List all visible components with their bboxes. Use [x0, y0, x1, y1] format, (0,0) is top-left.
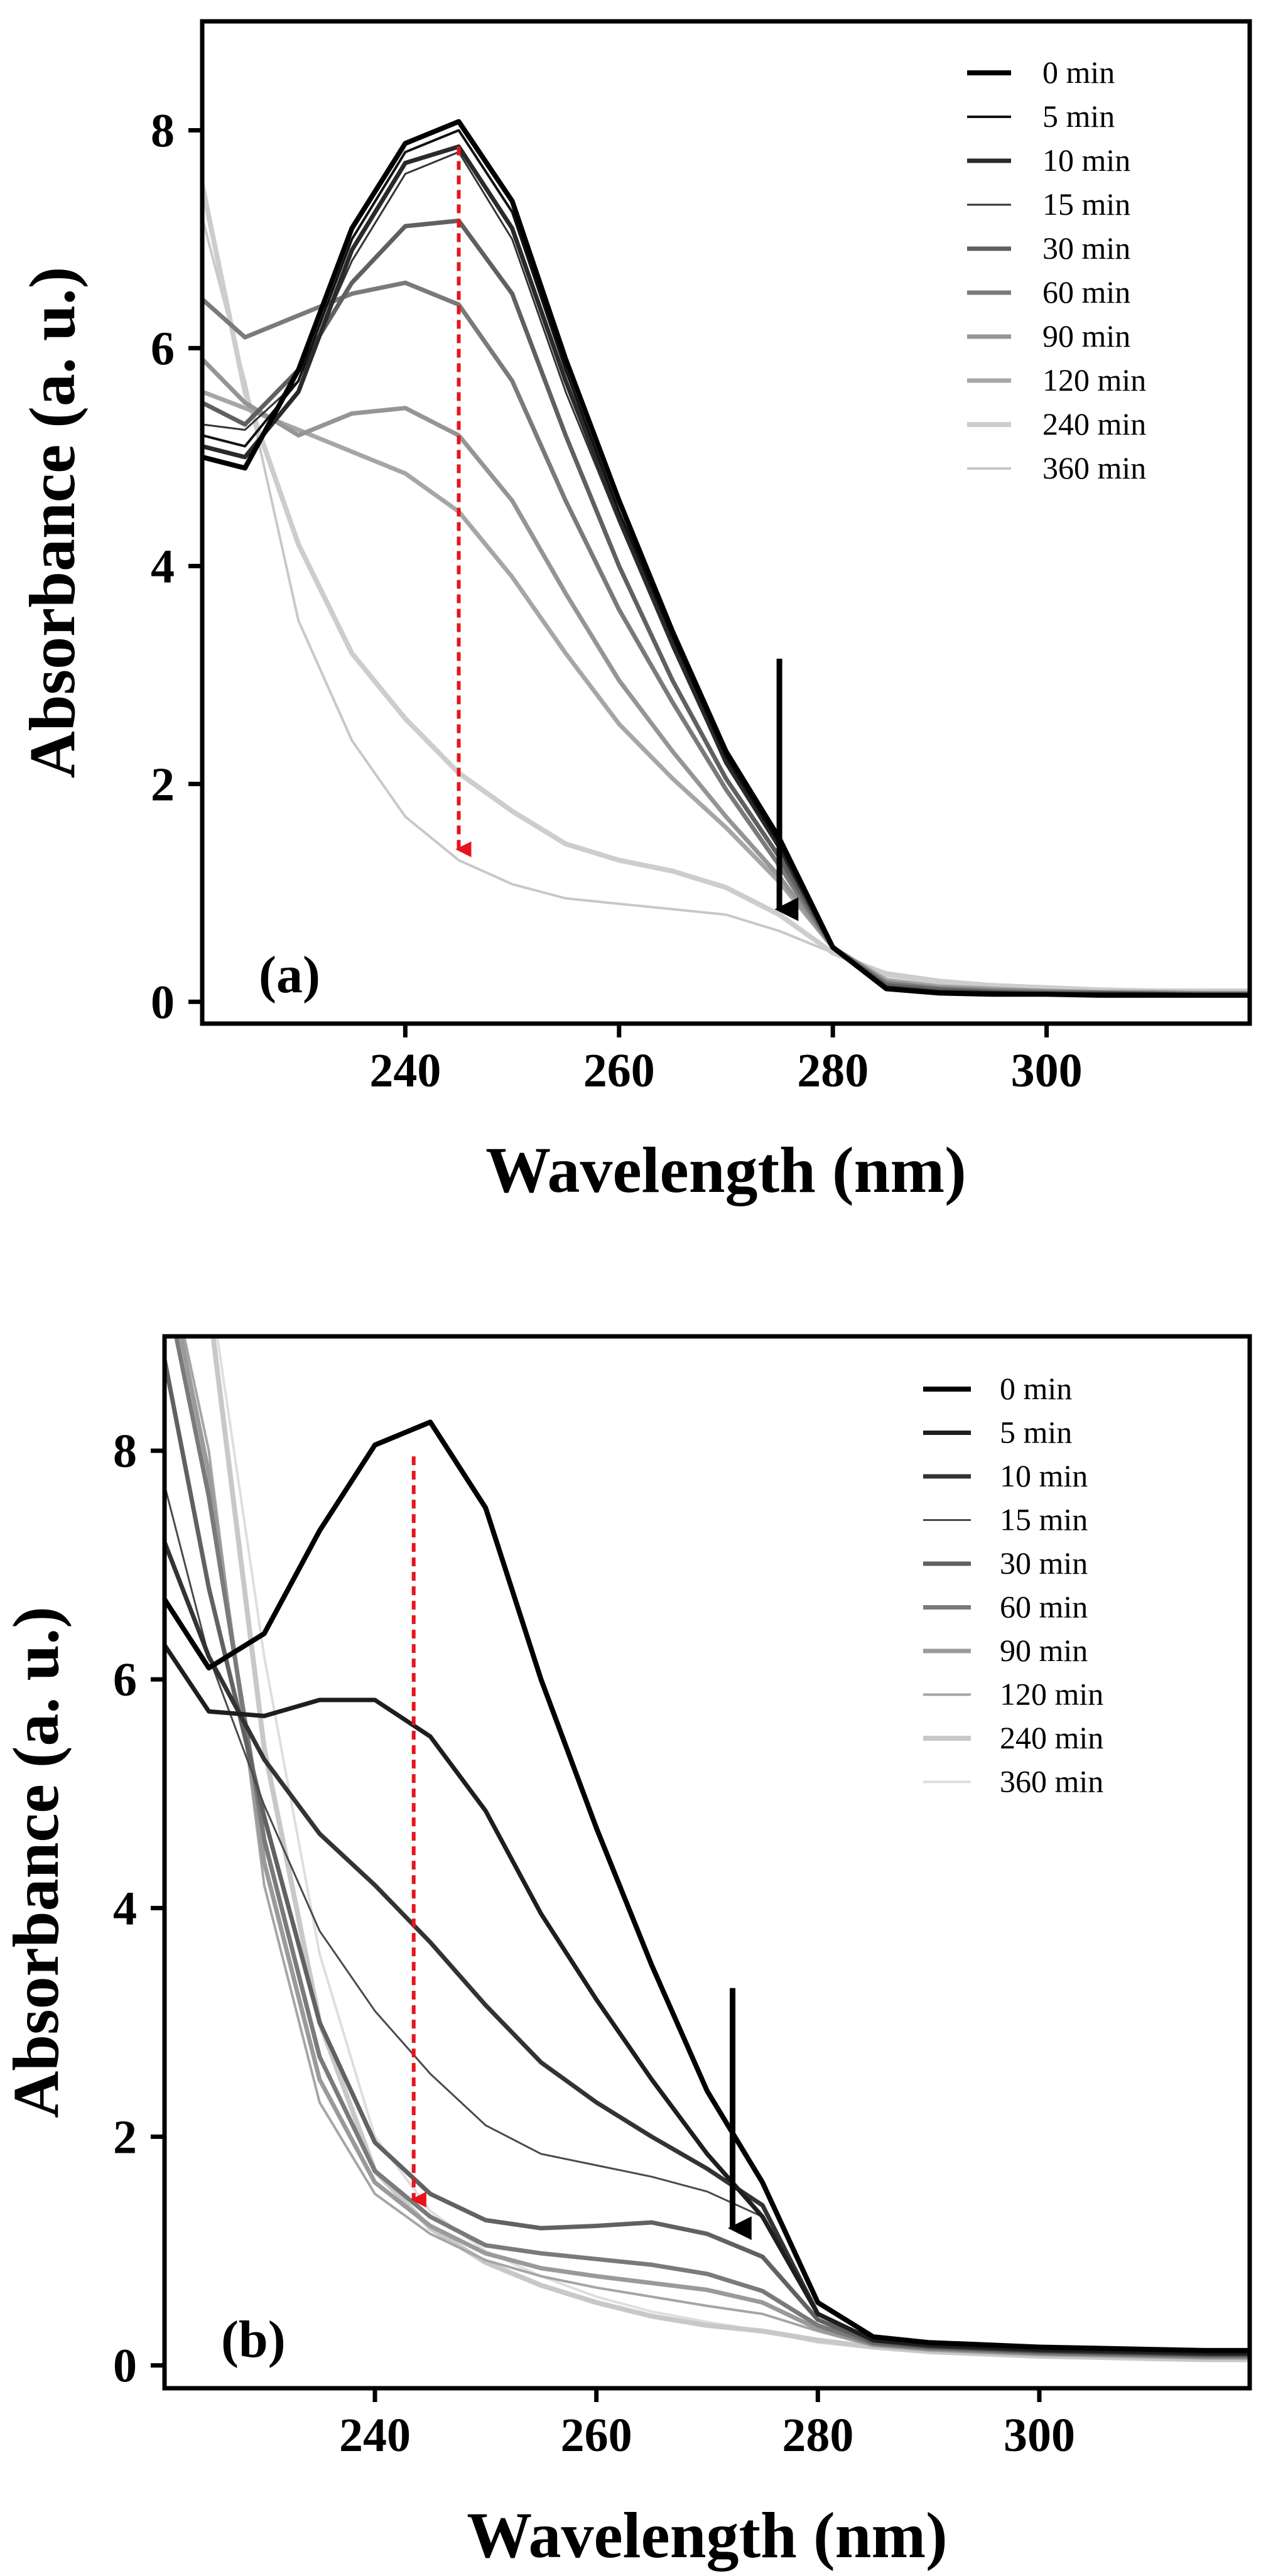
legend-label: 60 min: [1000, 1589, 1088, 1625]
legend-label: 360 min: [1000, 1764, 1103, 1799]
legend-label: 30 min: [1042, 230, 1130, 266]
y-axis-title: Absorbance (a. u.): [16, 267, 89, 779]
x-axis-title: Wavelength (nm): [485, 1134, 966, 1206]
x-tick-label: 300: [1011, 1044, 1083, 1097]
legend: 0 min 5 min 10 min 15 min 30 min 60 min 90 min…: [923, 1371, 1103, 1799]
y-tick-label: 2: [151, 758, 175, 811]
legend-label: 120 min: [1042, 362, 1146, 398]
chart-panel-b: 240 260 280 300 0 2 4 6 8 Wavelength (nm) Absorban…: [0, 1334, 1252, 2572]
plot-frame: [162, 1334, 1252, 2391]
x-tick-label: 240: [369, 1044, 441, 1097]
y-tick-label: 6: [113, 1653, 137, 1706]
y-tick-label: 8: [151, 104, 175, 157]
legend-label: 15 min: [1000, 1502, 1088, 1537]
y-tick-label: 0: [113, 2340, 137, 2393]
legend-label: 0 min: [1042, 55, 1115, 90]
chart-panel-a: 240 260 280 300 0 2 4 6 8 Wavelength (nm) Absorban…: [16, 19, 1252, 1206]
y-tick-label: 6: [151, 322, 175, 375]
x-tick-label: 280: [782, 2409, 853, 2462]
legend-label: 90 min: [1042, 318, 1130, 354]
plot-frame: [200, 19, 1252, 1026]
x-tick-label: 240: [339, 2409, 411, 2462]
y-tick-label: 4: [151, 540, 175, 593]
y-axis-title: Absorbance (a. u.): [0, 1606, 72, 2118]
legend-label: 10 min: [1000, 1458, 1088, 1493]
y-tick-label: 2: [113, 2111, 137, 2163]
legend-label: 360 min: [1042, 450, 1146, 485]
series-line-0-min: [202, 119, 1250, 998]
legend-label: 240 min: [1042, 406, 1146, 441]
legend-label: 120 min: [1000, 1677, 1103, 1712]
legend-label: 30 min: [1000, 1545, 1088, 1581]
x-tick-label: 260: [583, 1044, 655, 1097]
legend: 0 min 5 min 10 min 15 min 30 min 60 min 90 min…: [967, 55, 1146, 485]
legend-label: 240 min: [1000, 1720, 1103, 1755]
series-line-0-min: [165, 1419, 1250, 2353]
series-group: [165, 1336, 1250, 2362]
x-tick-label: 280: [797, 1044, 869, 1097]
legend-label: 90 min: [1000, 1633, 1088, 1668]
y-tick-label: 0: [151, 976, 175, 1029]
legend-label: 15 min: [1042, 187, 1130, 222]
series-line-240-min: [202, 182, 1250, 993]
y-tick-label: 4: [113, 1882, 137, 1935]
legend-label: 5 min: [1000, 1415, 1072, 1450]
panel-label: (a): [259, 946, 320, 1004]
legend-label: 10 min: [1042, 143, 1130, 178]
y-tick-label: 8: [113, 1425, 137, 1478]
series-group: [202, 119, 1250, 998]
panel-label: (b): [221, 2310, 286, 2369]
legend-label: 60 min: [1042, 274, 1130, 310]
legend-label: 0 min: [1000, 1371, 1072, 1406]
x-tick-label: 260: [561, 2409, 632, 2462]
x-axis-title: Wavelength (nm): [467, 2499, 948, 2572]
x-tick-label: 300: [1004, 2409, 1075, 2462]
series-line-60-min: [173, 1336, 1250, 2359]
legend-label: 5 min: [1042, 99, 1115, 134]
